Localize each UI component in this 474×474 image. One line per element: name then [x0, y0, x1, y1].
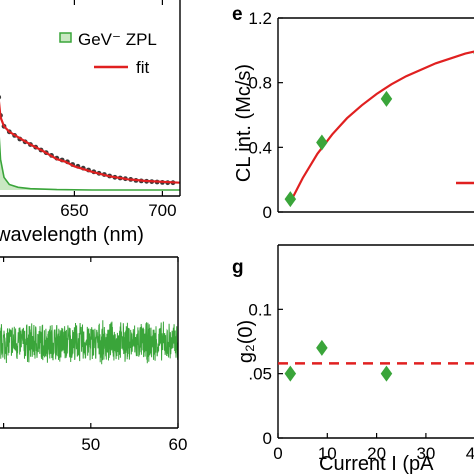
panel-letter: g — [232, 257, 244, 278]
legend-swatch-zpl — [59, 32, 72, 43]
fit-line — [0, 100, 181, 184]
y-axis-label: g₂(0) — [235, 320, 257, 363]
x-tick-label: 650 — [60, 201, 88, 220]
data-point — [0, 95, 2, 100]
x-tick-label: 10 — [318, 444, 337, 463]
legend-label-zpl: GeV⁻ ZPL — [78, 30, 157, 49]
x-tick-label: 20 — [367, 444, 386, 463]
x-tick-label: 0 — [273, 444, 282, 463]
data-point — [284, 191, 297, 208]
data-point — [316, 134, 328, 151]
y-tick-label: 1.2 — [248, 9, 272, 28]
x-axis-label: Current I (pA — [319, 453, 434, 474]
x-tick-label: 30 — [416, 444, 435, 463]
y-tick-label: 0.1 — [248, 300, 272, 319]
data-point — [316, 339, 328, 356]
x-tick-label: 60 — [169, 435, 188, 454]
trace-line — [0, 320, 179, 365]
y-tick-label: 0.8 — [248, 74, 272, 93]
x-tick-label: 50 — [81, 435, 100, 454]
legend-label-fit: fit — [136, 58, 150, 77]
y-tick-label: 0 — [263, 429, 272, 448]
y-tick-label: 0 — [263, 203, 272, 222]
data-point — [284, 365, 297, 382]
fit-line — [289, 50, 474, 203]
panel-e: 0 0.4 0.8 1.2 e CL int. (Mc/s) — [232, 4, 474, 222]
x-tick-label: 600 — [0, 201, 1, 220]
x-tick-label: 700 — [148, 201, 176, 220]
data-point — [380, 365, 393, 382]
x-tick-label: 40 — [466, 444, 474, 463]
trace-panel: 50 60 — [0, 256, 188, 454]
y-axis-label: CL int. (Mc/s) — [233, 64, 255, 182]
zpl-line — [0, 136, 180, 191]
data-point — [380, 90, 393, 107]
y-tick-label: 0.4 — [248, 138, 272, 157]
x-axis-label: wavelength (nm) — [0, 224, 144, 246]
panel-g: 0 .05 0.1 0 10 20 30 40 g g₂(0) Current I (pA — [232, 244, 474, 474]
panel-letter: e — [232, 4, 243, 25]
y-tick-label: .05 — [248, 365, 272, 384]
